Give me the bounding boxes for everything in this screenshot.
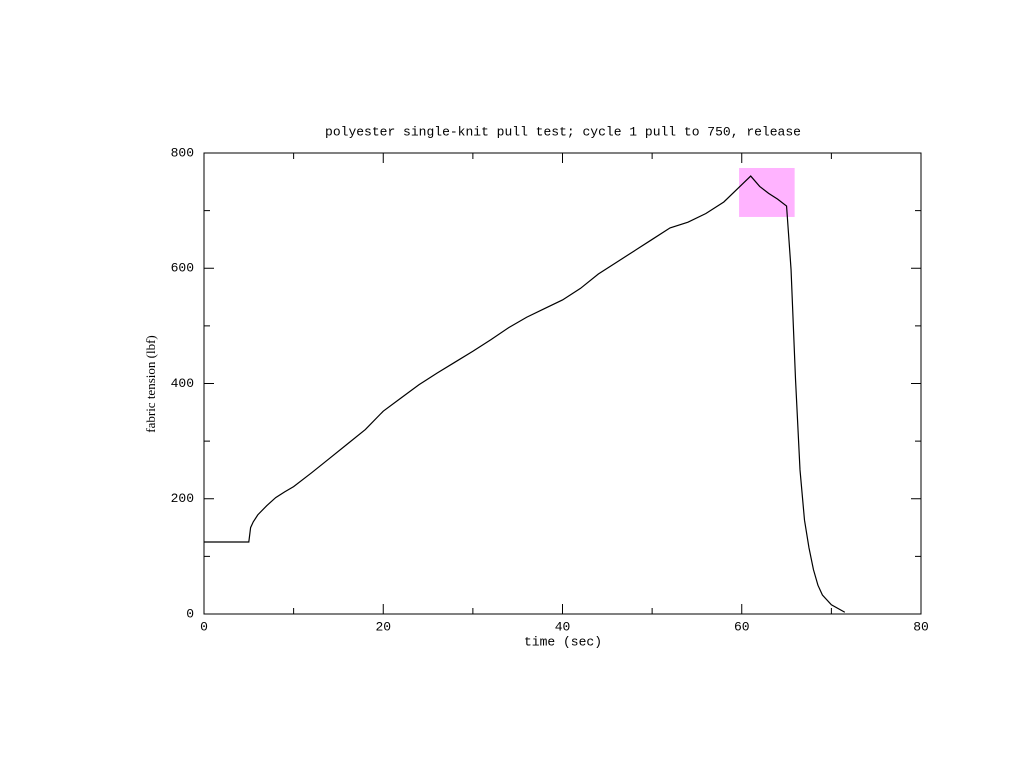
- x-tick-label: 60: [734, 619, 750, 634]
- x-axis-label: time (sec): [524, 634, 602, 649]
- y-tick-label: 0: [186, 606, 194, 621]
- x-tick-label: 40: [555, 619, 571, 634]
- chart-title: polyester single-knit pull test; cycle 1…: [325, 124, 801, 139]
- y-axis-label: fabric tension (lbf): [143, 335, 158, 432]
- plot-frame: [203, 152, 922, 615]
- data-line: [204, 175, 846, 613]
- y-tick-label: 200: [171, 491, 194, 506]
- y-tick-label: 600: [171, 261, 194, 276]
- x-tick-label: 0: [200, 619, 208, 634]
- y-tick-label: 800: [171, 145, 194, 160]
- x-tick-label: 80: [913, 619, 929, 634]
- y-tick-label: 400: [171, 376, 194, 391]
- x-tick-label: 20: [375, 619, 391, 634]
